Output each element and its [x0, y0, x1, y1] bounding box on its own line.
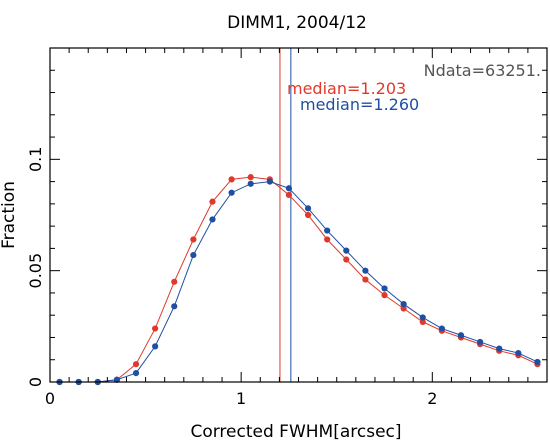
series-2-point — [343, 247, 350, 254]
series-2-point — [171, 303, 178, 310]
series-1-line — [59, 176, 538, 383]
y-tick-label: 0.1 — [26, 147, 45, 172]
series-2-point — [496, 345, 503, 352]
ndata-annotation: Ndata=63251. — [424, 61, 541, 80]
series-2-point — [228, 189, 235, 196]
series-1-point — [152, 325, 159, 332]
series-1-point — [228, 176, 235, 183]
series-2-point — [400, 300, 407, 308]
y-tick-label: 0 — [26, 377, 45, 387]
series-2-point — [457, 332, 465, 339]
y-axis-label: Fraction — [0, 181, 19, 249]
y-tick-label: 0.05 — [26, 253, 45, 289]
series-2-point — [132, 369, 140, 377]
series-1-point — [381, 292, 388, 299]
series-1-point — [400, 305, 407, 312]
series-1-point — [171, 278, 178, 285]
series-2-point — [113, 376, 121, 383]
series-2-point — [419, 314, 426, 321]
series-2-point — [438, 325, 445, 332]
series-2-point — [324, 227, 331, 234]
series-2-point — [266, 178, 273, 185]
series-1-point — [324, 236, 331, 243]
series-2-point — [247, 180, 254, 187]
x-tick-label: 2 — [427, 389, 437, 408]
series-2-point — [209, 216, 216, 223]
series-2-point — [190, 251, 197, 259]
median-lines — [279, 48, 292, 382]
series-2-point — [476, 338, 484, 346]
median-blue-annotation: median=1.260 — [300, 95, 419, 114]
series-2-line — [59, 181, 538, 383]
tick-layer: 0 1 2 0 0.05 0.1 — [26, 48, 547, 408]
plot-frame — [49, 47, 548, 383]
series-2-point — [381, 285, 388, 292]
x-tick-label: 1 — [236, 389, 246, 408]
series-1-point — [419, 318, 426, 325]
chart-title: DIMM1, 2004/12 — [227, 13, 367, 33]
x-tick-label: 0 — [45, 389, 55, 408]
series-1-point — [285, 191, 293, 199]
median-red-annotation: median=1.203 — [287, 79, 406, 98]
series-2-point — [515, 349, 522, 357]
series-2-point — [304, 205, 312, 212]
series-1-point — [132, 361, 140, 368]
series-2-point — [152, 343, 159, 350]
series-2-point — [362, 267, 369, 274]
series-layer — [56, 174, 541, 386]
series-2-point — [285, 185, 293, 192]
series-1-point — [362, 276, 369, 283]
series-2-point — [534, 358, 541, 366]
series-1-point — [343, 256, 350, 263]
series-1-point — [190, 236, 197, 243]
series-1-point — [247, 174, 254, 181]
series-1-point — [209, 198, 216, 205]
x-axis-label: Corrected FWHM[arcsec] — [190, 422, 401, 442]
series-1-point — [304, 211, 312, 219]
